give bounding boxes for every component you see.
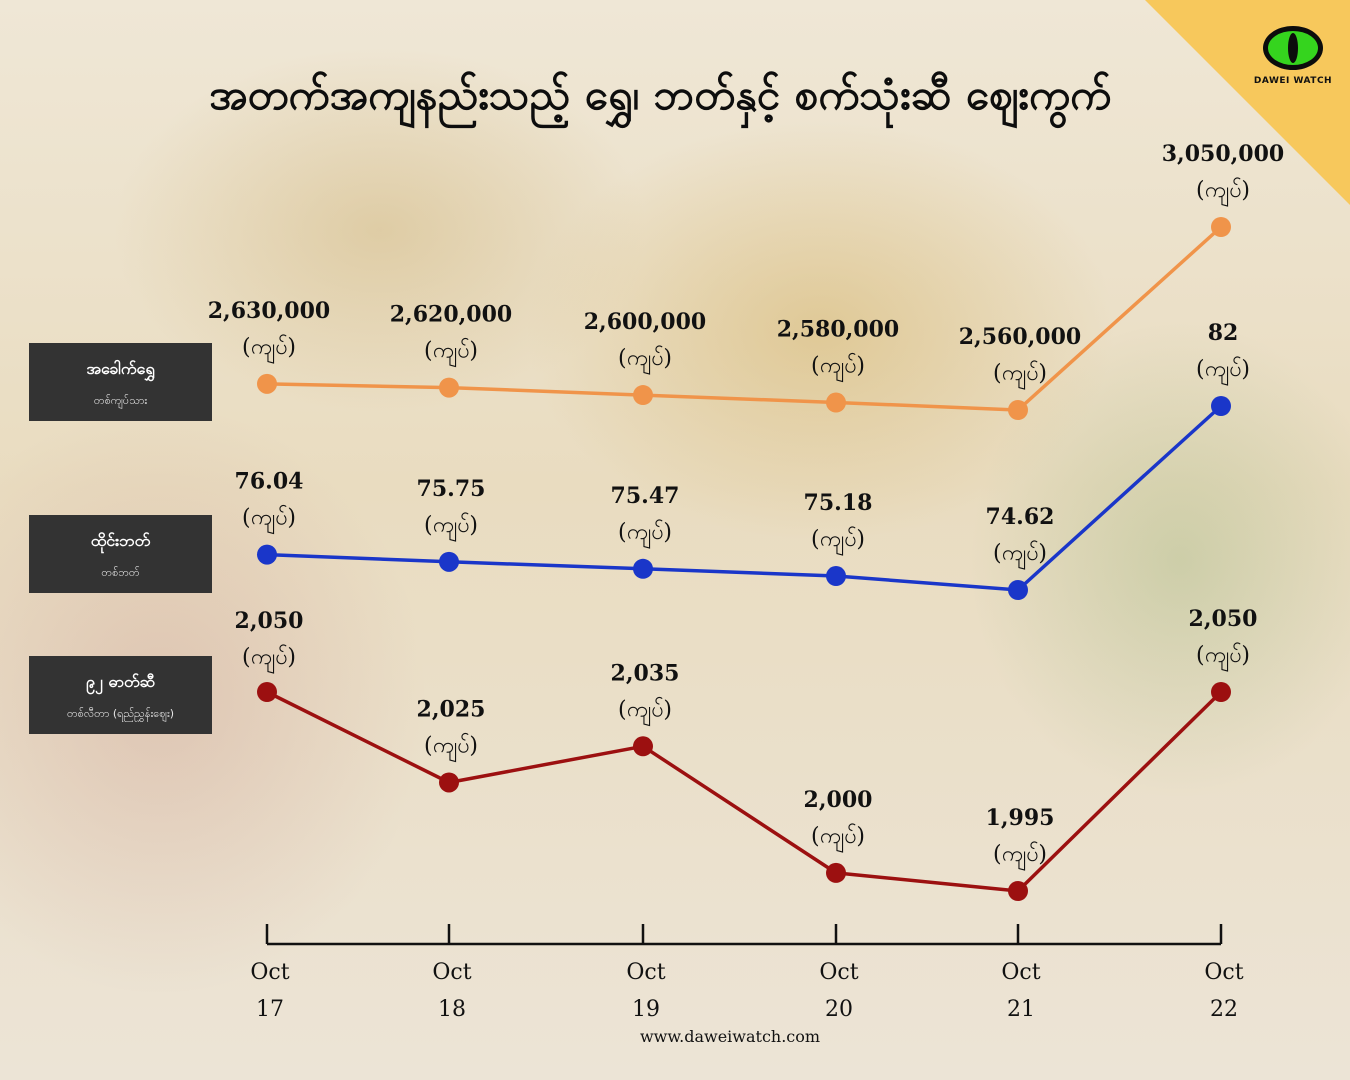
data-point-gold [1008,400,1028,420]
data-label-unit: (ကျပ်) [618,519,672,549]
data-label-fuel: 1,995 [986,805,1055,831]
x-tick-label-day: 22 [1210,997,1238,1022]
data-label-fuel: 2,035 [611,660,680,686]
x-tick-label-day: 21 [1007,997,1035,1022]
series-label-gold-name: အခေါက်ရွှေ [86,359,155,378]
series-label-gold-sub: တစ်ကျပ်သား [93,394,148,407]
page-title: အတက်အကျနည်းသည့် ရွှေ၊ ဘတ်နှင့် စက်သုံးဆီ… [208,70,1112,119]
x-tick-label-month: Oct [819,960,858,985]
series-label-baht-name: ထိုင်းဘတ် [90,531,151,550]
series-line-gold [266,225,1223,412]
data-label-unit: (ကျပ်) [1196,177,1250,207]
data-label-baht: 75.18 [804,490,873,516]
logo-text: DAWEI WATCH [1253,76,1333,86]
data-label-unit: (ကျပ်) [993,841,1047,871]
data-label-baht: 75.75 [417,476,486,502]
series-line-baht [266,404,1223,592]
data-label-baht: 76.04 [235,469,304,495]
data-label-unit: (ကျပ်) [618,345,672,375]
data-label-unit: (ကျပ်) [424,512,478,542]
data-label-unit: (ကျပ်) [993,540,1047,570]
x-tick-label-month: Oct [1204,960,1243,985]
x-tick-label-day: 17 [256,997,284,1022]
data-label-unit: (ကျပ်) [811,823,865,853]
data-label-fuel: 2,050 [1189,606,1258,632]
data-label-gold: 2,620,000 [390,302,512,328]
data-point-fuel [633,736,653,757]
data-label-unit: (ကျပ်) [993,360,1047,390]
data-label-fuel: 2,025 [417,696,486,722]
data-label-baht: 74.62 [986,504,1055,530]
series-label-baht-sub: တစ်ဘတ် [101,566,140,579]
data-label-gold: 2,560,000 [959,324,1081,350]
data-label-unit: (ကျပ်) [811,526,865,556]
data-label-unit: (ကျပ်) [242,644,296,674]
data-label-fuel: 2,000 [804,787,873,813]
x-tick-label-month: Oct [626,960,665,985]
data-point-baht [439,551,459,572]
data-label-baht: 82 [1208,320,1239,346]
data-point-fuel [257,682,277,702]
data-point-baht [633,558,653,579]
data-label-unit: (ကျပ်) [242,505,296,535]
data-label-baht: 75.47 [611,483,680,509]
data-point-baht [257,544,277,565]
data-label-fuel: 2,050 [235,608,304,634]
series-label-baht: ထိုင်းဘတ် တစ်ဘတ် [29,515,212,593]
data-point-fuel [826,862,846,883]
green-eye-icon [1263,26,1323,70]
series-label-fuel-sub: တစ်လီတာ (ရည်ညွှန်းဈေး) [66,707,175,720]
data-label-unit: (ကျပ်) [811,353,865,383]
x-tick-label-month: Oct [432,960,471,985]
data-point-gold [1211,217,1231,237]
data-label-unit: (ကျပ်) [618,696,672,726]
footer-url: www.daweiwatch.com [639,1027,821,1046]
data-point-gold [257,373,277,394]
x-tick-label-day: 20 [825,997,853,1022]
data-label-unit: (ကျပ်) [1196,356,1250,386]
series-label-fuel: ၉၂ ဓာတ်ဆီ တစ်လီတာ (ရည်ညွှန်းဈေး) [29,656,212,734]
x-tick-label-month: Oct [1001,960,1040,985]
data-point-baht [826,566,846,587]
data-point-gold [633,385,653,406]
x-tick-label-day: 18 [438,997,466,1022]
x-tick-label-day: 19 [632,997,660,1022]
data-point-fuel [439,772,459,793]
series-label-gold: အခေါက်ရွှေ တစ်ကျပ်သား [29,343,212,421]
dawei-watch-logo: DAWEI WATCH [1248,24,1338,104]
data-label-gold: 2,600,000 [584,309,706,335]
data-label-unit: (ကျပ်) [1196,642,1250,672]
data-point-gold [826,392,846,413]
data-label-unit: (ကျပ်) [242,334,296,364]
data-point-fuel [1211,682,1231,702]
series-label-fuel-name: ၉၂ ဓာတ်ဆီ [85,672,156,691]
data-point-fuel [1008,881,1028,901]
data-point-gold [439,377,459,398]
x-tick-label-month: Oct [250,960,289,985]
series-line-fuel [266,690,1223,893]
data-label-gold: 3,050,000 [1162,141,1284,167]
data-label-gold: 2,580,000 [777,317,899,343]
data-point-baht [1211,396,1231,416]
data-label-unit: (ကျပ်) [424,732,478,762]
data-label-unit: (ကျပ်) [424,338,478,368]
data-point-baht [1008,580,1028,600]
data-label-gold: 2,630,000 [208,298,330,324]
